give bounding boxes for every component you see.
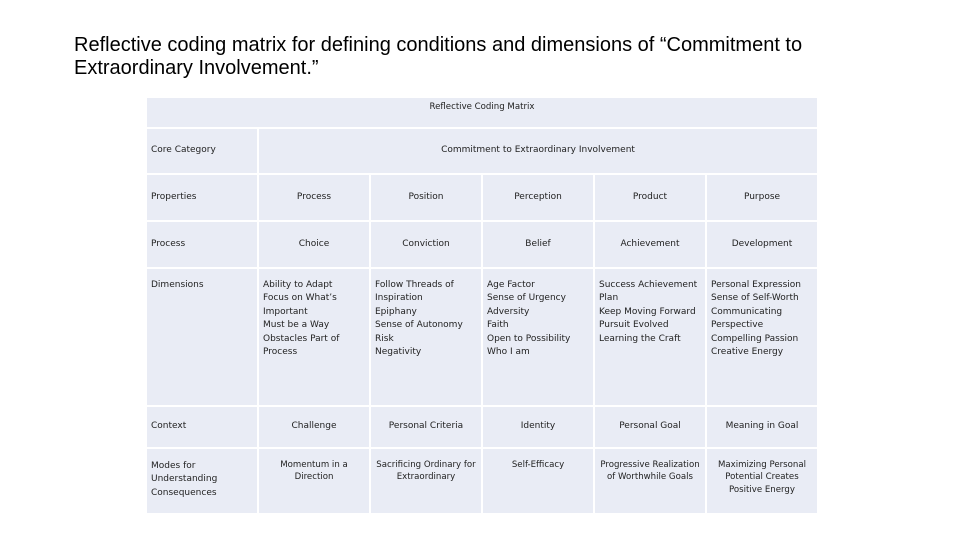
row-label-modes: Modes for Understanding Consequences	[147, 449, 257, 513]
cell-line: Faith	[487, 320, 509, 331]
cell-line: Potential Creates	[725, 472, 799, 483]
matrix-cell: Perception	[483, 175, 593, 220]
matrix-header: Reflective Coding Matrix	[147, 98, 817, 127]
cell-line: Age Factor	[487, 280, 535, 290]
cell-line: Progressive Realization	[600, 460, 700, 470]
matrix-cell: Position	[371, 175, 481, 220]
cell-line: Inspiration	[375, 293, 423, 304]
matrix-cell: Personal Goal	[595, 407, 705, 447]
cell-line: of Worthwhile Goals	[607, 472, 693, 483]
cell-line: Sense of Urgency	[487, 293, 566, 304]
cell-line: Plan	[599, 293, 619, 304]
slide-title-line: Reflective coding matrix for defining co…	[74, 34, 803, 56]
cell-line: Understanding	[151, 474, 218, 485]
matrix-cell: Momentum in a Direction	[259, 449, 369, 513]
row-label-dimensions: Dimensions	[147, 269, 257, 405]
process-row: Process Choice Conviction Belief Achieve…	[147, 222, 817, 267]
matrix-cell: Product	[595, 175, 705, 220]
cell-line: Must be a Way	[263, 320, 330, 331]
cell-line: Sacrificing Ordinary for	[376, 460, 476, 470]
matrix-cell: Process	[259, 175, 369, 220]
matrix-cell: Challenge	[259, 407, 369, 447]
matrix-cell: Achievement	[595, 222, 705, 267]
cell-line: Follow Threads of	[375, 280, 454, 290]
cell-line: Perspective	[711, 320, 764, 331]
cell-line: Open to Possibility	[487, 333, 571, 344]
matrix-cell: Meaning in Goal	[707, 407, 817, 447]
cell-line: Positive Energy	[729, 484, 795, 495]
row-label-process: Process	[147, 222, 257, 267]
context-row: Context Challenge Personal Criteria Iden…	[147, 407, 817, 447]
cell-line: Sense of Autonomy	[375, 320, 463, 331]
cell-line: Risk	[375, 333, 394, 344]
matrix-cell: Self-Efficacy	[483, 449, 593, 513]
cell-line: Compelling Passion	[711, 333, 799, 344]
cell-line: Maximizing Personal	[718, 460, 806, 470]
matrix-cell: Follow Threads of Inspiration Epiphany S…	[371, 269, 481, 405]
matrix-cell: Success Achievement Plan Keep Moving For…	[595, 269, 705, 405]
cell-line: Epiphany	[375, 306, 417, 317]
cell-line: Obstacles Part of	[263, 333, 340, 344]
matrix-cell: Development	[707, 222, 817, 267]
matrix-cell: Progressive Realization of Worthwhile Go…	[595, 449, 705, 513]
cell-line: Process	[263, 347, 298, 358]
dimensions-row: Dimensions Ability to Adapt Focus on Wha…	[147, 269, 817, 405]
cell-line: Success Achievement	[599, 280, 698, 290]
cell-line: Pursuit Evolved	[599, 320, 669, 331]
cell-line: Creative Energy	[711, 347, 784, 358]
cell-line: Extraordinary	[396, 472, 456, 483]
slide-title: Reflective coding matrix for defining co…	[74, 34, 914, 80]
cell-line: Learning the Craft	[599, 333, 681, 344]
cell-line: Important	[263, 306, 308, 317]
properties-row: Properties Process Position Perception P…	[147, 175, 817, 220]
cell-line: Consequences	[151, 487, 217, 498]
cell-line: Focus on What’s	[263, 293, 337, 304]
cell-line: Communicating	[711, 306, 783, 317]
cell-line: Adversity	[487, 306, 530, 317]
cell-line: Personal Expression	[711, 280, 801, 290]
matrix-cell: Identity	[483, 407, 593, 447]
core-category-value: Commitment to Extraordinary Involvement	[259, 129, 817, 173]
matrix-cell: Conviction	[371, 222, 481, 267]
cell-line: Ability to Adapt	[263, 280, 333, 290]
matrix-cell: Maximizing Personal Potential Creates Po…	[707, 449, 817, 513]
matrix-cell: Personal Criteria	[371, 407, 481, 447]
cell-line: Keep Moving Forward	[599, 306, 696, 317]
matrix-header-row: Reflective Coding Matrix	[147, 98, 817, 127]
core-category-label: Core Category	[147, 129, 257, 173]
matrix-cell: Choice	[259, 222, 369, 267]
matrix-cell: Sacrificing Ordinary for Extraordinary	[371, 449, 481, 513]
cell-line: Direction	[294, 472, 334, 483]
cell-line: Modes for	[151, 461, 196, 471]
matrix-cell: Purpose	[707, 175, 817, 220]
matrix-cell: Age Factor Sense of Urgency Adversity Fa…	[483, 269, 593, 405]
cell-line: Negativity	[375, 347, 422, 358]
modes-row: Modes for Understanding Consequences Mom…	[147, 449, 817, 513]
row-label-properties: Properties	[147, 175, 257, 220]
cell-line: Sense of Self-Worth	[711, 293, 799, 304]
matrix-cell: Personal Expression Sense of Self-Worth …	[707, 269, 817, 405]
cell-line: Who I am	[487, 347, 530, 358]
cell-line: Self-Efficacy	[511, 460, 565, 470]
matrix-cell: Belief	[483, 222, 593, 267]
matrix-cell: Ability to Adapt Focus on What’s Importa…	[259, 269, 369, 405]
slide-title-line: Extraordinary Involvement.”	[74, 57, 319, 79]
reflective-coding-matrix: Reflective Coding Matrix Core Category C…	[145, 96, 819, 515]
cell-line: Momentum in a	[280, 460, 348, 470]
core-category-row: Core Category Commitment to Extraordinar…	[147, 129, 817, 173]
row-label-context: Context	[147, 407, 257, 447]
